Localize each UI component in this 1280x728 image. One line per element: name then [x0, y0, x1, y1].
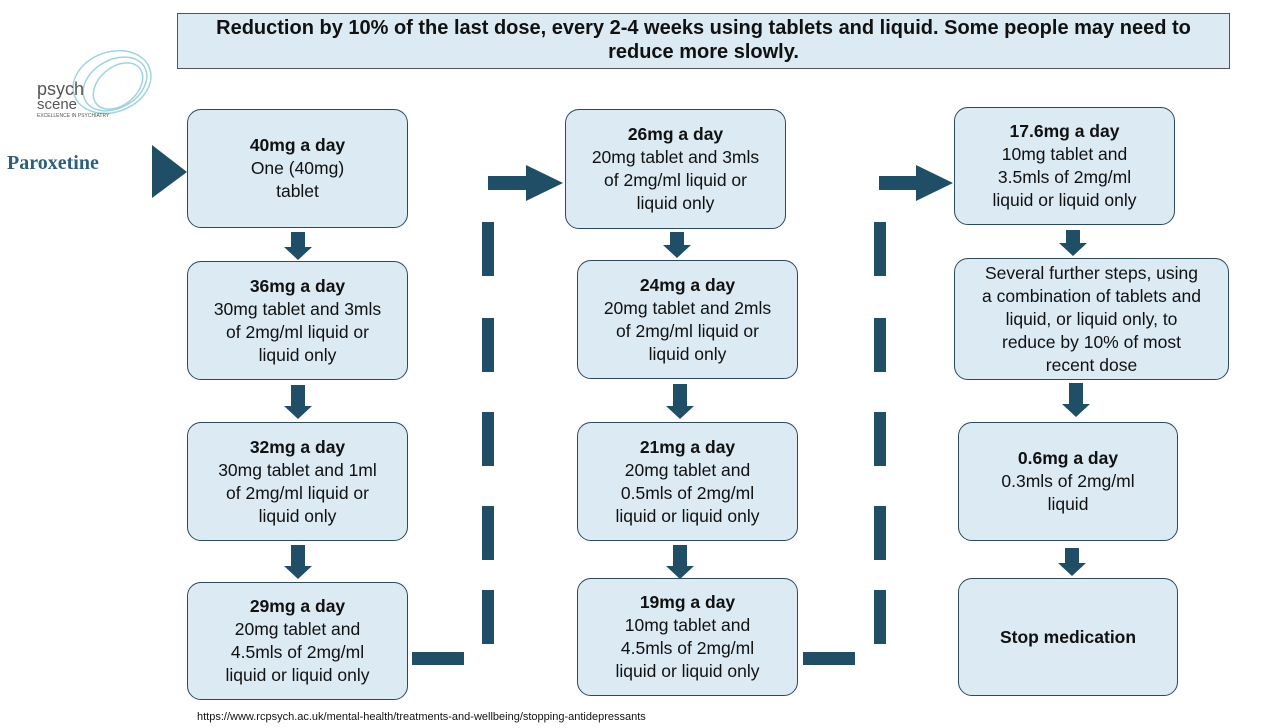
- step-title: 26mg a day: [627, 124, 724, 144]
- dash: [874, 412, 886, 466]
- step-text: liquid or liquid only: [992, 190, 1137, 210]
- step-title: Stop medication: [999, 626, 1137, 647]
- step-box: Several further steps, using a combinatio…: [954, 258, 1229, 380]
- down-arrow: [284, 232, 312, 260]
- step-title: 32mg a day: [249, 436, 346, 457]
- dash: [874, 506, 886, 560]
- step-text: of 2mg/ml liquid or: [604, 170, 747, 190]
- step-text: liquid or liquid only: [225, 665, 370, 685]
- dash: [874, 222, 886, 276]
- step-text: 4.5mls of 2mg/ml: [230, 642, 365, 662]
- dash: [803, 652, 855, 665]
- step-box: 26mg a day 20mg tablet and 3mls of 2mg/ml …: [565, 109, 786, 229]
- drug-name: Paroxetine: [7, 152, 99, 174]
- step-text: 20mg tablet and: [234, 619, 361, 639]
- step-box: 24mg a day 20mg tablet and 2mls of 2mg/ml …: [577, 260, 798, 379]
- dash: [412, 652, 464, 665]
- step-text: liquid only: [636, 193, 715, 213]
- step-box: 40mg a day One (40mg) tablet: [187, 109, 408, 228]
- step-text: liquid or liquid only: [615, 661, 760, 681]
- start-arrow: [152, 145, 187, 198]
- down-arrow: [1062, 383, 1090, 417]
- step-text: liquid only: [258, 505, 337, 526]
- down-arrow: [1059, 230, 1087, 256]
- logo-swirl: [72, 49, 152, 115]
- step-title: 0.6mg a day: [1017, 448, 1119, 468]
- dash: [482, 318, 494, 372]
- step-text: liquid: [1047, 494, 1089, 514]
- dash: [874, 590, 886, 644]
- down-arrow: [1058, 548, 1086, 576]
- step-text: liquid only: [648, 343, 727, 364]
- step-title: 19mg a day: [639, 592, 736, 612]
- step-box: 21mg a day 20mg tablet and 0.5mls of 2mg/m…: [577, 422, 798, 541]
- step-title: 29mg a day: [249, 596, 346, 616]
- logo-text: scene: [37, 96, 77, 113]
- step-box: 19mg a day 10mg tablet and 4.5mls of 2mg/m…: [577, 578, 798, 696]
- step-text: liquid, or liquid only, to: [1005, 308, 1178, 329]
- step-text: of 2mg/ml liquid or: [616, 320, 759, 341]
- dash: [482, 412, 494, 466]
- step-text: a combination of tablets and: [982, 285, 1201, 306]
- step-text: 20mg tablet and 2mls: [603, 297, 772, 318]
- step-box: Stop medication: [958, 578, 1178, 696]
- step-text: Several further steps, using: [984, 262, 1199, 283]
- step-text: 4.5mls of 2mg/ml: [620, 638, 755, 658]
- step-text: 10mg tablet and: [624, 615, 751, 635]
- header-title: Reduction by 10% of the last dose, every…: [177, 13, 1230, 69]
- dash: [874, 318, 886, 372]
- down-arrow: [666, 384, 694, 419]
- source-url: https://www.rcpsych.ac.uk/mental-health/…: [197, 711, 646, 723]
- dash: [482, 506, 494, 560]
- step-text: 0.5mls of 2mg/ml: [620, 482, 755, 503]
- step-box: 36mg a day 30mg tablet and 3mls of 2mg/ml …: [187, 261, 408, 380]
- step-title: 36mg a day: [249, 275, 346, 296]
- step-text: One (40mg): [250, 158, 345, 178]
- step-text: of 2mg/ml liquid or: [226, 482, 369, 503]
- step-text: liquid only: [258, 344, 337, 365]
- step-title: 21mg a day: [639, 436, 736, 457]
- step-box: 17.6mg a day 10mg tablet and 3.5mls of 2mg…: [954, 107, 1175, 225]
- step-text: 10mg tablet and: [1001, 144, 1128, 164]
- step-box: 32mg a day 30mg tablet and 1ml of 2mg/ml l…: [187, 422, 408, 541]
- dash: [482, 590, 494, 644]
- step-box: 29mg a day 20mg tablet and 4.5mls of 2mg/m…: [187, 582, 408, 700]
- logo-text: psych: [37, 79, 84, 99]
- step-title: 40mg a day: [249, 135, 346, 155]
- down-arrow: [663, 232, 691, 258]
- step-text: 3.5mls of 2mg/ml: [997, 167, 1132, 187]
- step-text: liquid or liquid only: [615, 505, 760, 526]
- right-arrow: [488, 165, 563, 201]
- down-arrow: [284, 545, 312, 579]
- down-arrow: [284, 385, 312, 419]
- step-text: recent dose: [1045, 354, 1138, 375]
- step-box: 0.6mg a day 0.3mls of 2mg/ml liquid: [958, 422, 1178, 541]
- step-text: 20mg tablet and: [624, 459, 751, 480]
- step-text: 0.3mls of 2mg/ml: [1001, 471, 1135, 491]
- step-text: 30mg tablet and 1ml: [218, 459, 377, 480]
- step-text: reduce by 10% of most: [1002, 331, 1181, 352]
- step-text: tablet: [276, 181, 319, 201]
- down-arrow: [666, 545, 694, 579]
- step-text: 20mg tablet and 3mls: [591, 147, 760, 167]
- step-text: 30mg tablet and 3mls: [213, 298, 382, 319]
- logo-tagline: EXCELLENCE IN PSYCHIATRY: [37, 113, 110, 119]
- step-title: 17.6mg a day: [1009, 121, 1120, 141]
- right-arrow: [879, 165, 953, 201]
- step-text: of 2mg/ml liquid or: [226, 321, 369, 342]
- step-title: 24mg a day: [639, 274, 736, 295]
- dash: [482, 222, 494, 276]
